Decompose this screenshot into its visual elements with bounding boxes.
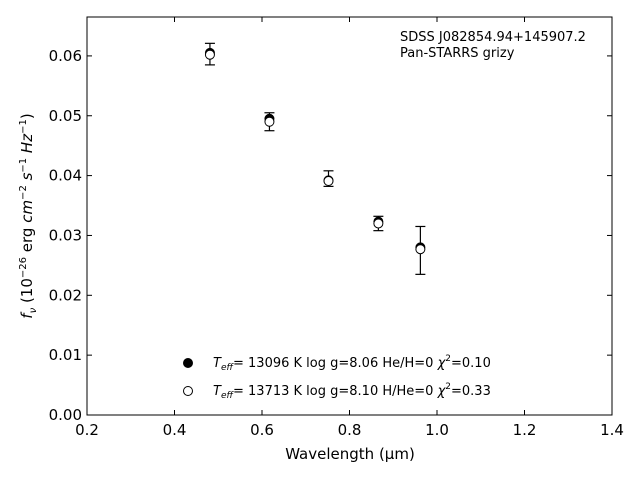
legend: Teff= 13096 K log g=8.06 He/H=0 χ2=0.10 …	[183, 354, 491, 401]
plot-area	[86, 16, 613, 416]
point-open	[323, 175, 334, 186]
x-tick-label: 0.6	[250, 421, 274, 439]
x-ticks: 0.2 0.4 0.6 0.8 1.0 1.2 1.4	[75, 17, 624, 439]
x-tick-label: 1.4	[600, 421, 624, 439]
legend-entry-1: Teff= 13096 K log g=8.06 He/H=0 χ2=0.10	[213, 354, 491, 373]
y-tick-label: 0.02	[49, 286, 82, 304]
x-tick-label: 1.0	[425, 421, 449, 439]
point-open	[264, 116, 275, 127]
y-tick-label: 0.06	[49, 47, 82, 65]
annotation-line-2: Pan-STARRS grizy	[400, 46, 515, 61]
x-axis-label: Wavelength (μm)	[285, 445, 415, 463]
y-tick-label: 0.01	[49, 346, 82, 364]
y-tick-label: 0.03	[49, 226, 82, 244]
legend-marker-open	[183, 386, 193, 396]
y-tick-label: 0.04	[49, 167, 82, 185]
x-tick-label: 0.4	[163, 421, 187, 439]
x-tick-label: 0.2	[75, 421, 99, 439]
point-open	[373, 218, 384, 229]
point-open	[415, 244, 426, 255]
legend-entry-2: Teff= 13713 K log g=8.10 H/He=0 χ2=0.33	[213, 382, 491, 401]
y-tick-label: 0.05	[49, 107, 82, 125]
legend-marker-filled	[183, 358, 193, 368]
x-tick-label: 0.8	[338, 421, 362, 439]
x-tick-label: 1.2	[513, 421, 537, 439]
y-ticks: 0.00 0.01 0.02 0.03 0.04 0.05 0.06	[49, 47, 612, 424]
y-axis-label: fν (10−26 erg cm−2 s−1 Hz−1)	[18, 113, 39, 318]
point-open	[204, 49, 215, 60]
data-points	[204, 47, 426, 255]
y-tick-label: 0.00	[49, 406, 82, 424]
annotation-line-1: SDSS J082854.94+145907.2	[400, 30, 586, 45]
